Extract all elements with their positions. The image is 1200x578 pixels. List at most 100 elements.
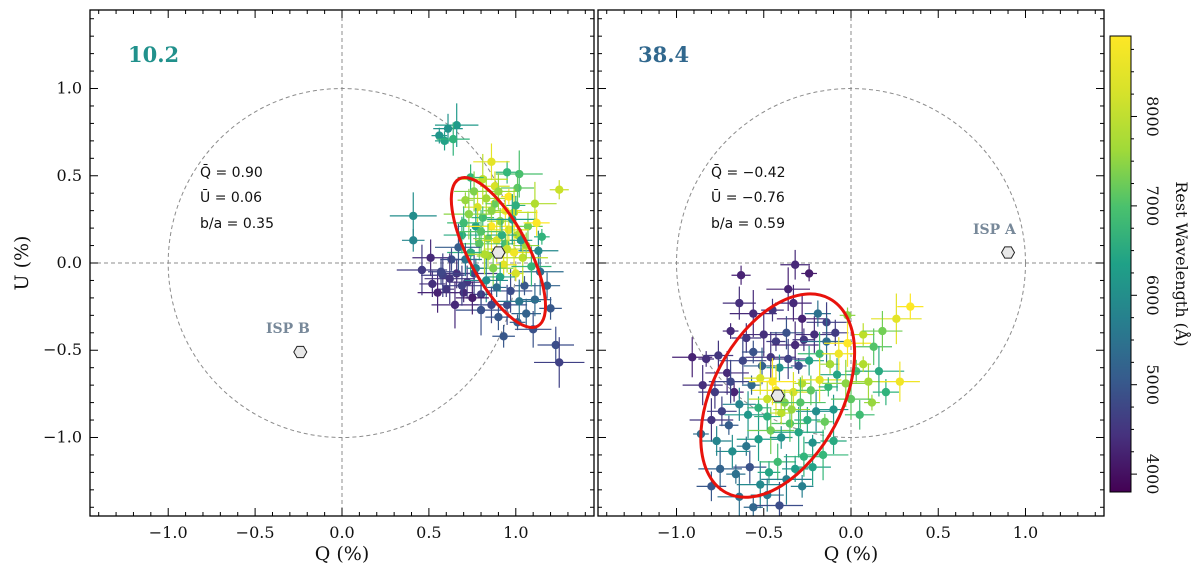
data-point <box>722 286 756 320</box>
data-point <box>804 434 821 451</box>
point-marker <box>811 407 821 416</box>
point-marker <box>794 361 803 371</box>
point-marker <box>789 298 798 308</box>
point-marker <box>815 349 824 358</box>
point-marker <box>831 328 840 337</box>
point-marker <box>749 309 758 318</box>
point-marker <box>773 457 782 467</box>
point-marker <box>768 377 777 386</box>
data-point <box>766 331 786 352</box>
point-marker <box>417 265 427 275</box>
point-marker <box>843 339 852 348</box>
data-point <box>464 176 508 221</box>
point-marker <box>445 274 454 283</box>
point-marker <box>775 363 784 372</box>
point-marker <box>717 407 727 416</box>
point-marker <box>449 134 458 144</box>
data-point <box>523 209 550 236</box>
point-marker <box>450 300 460 310</box>
point-marker <box>794 428 803 437</box>
point-marker <box>736 271 746 280</box>
isp-label: ISP B <box>266 321 310 337</box>
point-marker <box>710 387 720 397</box>
data-points <box>389 103 585 388</box>
point-marker <box>808 438 817 447</box>
data-point <box>759 443 797 481</box>
data-point <box>871 293 922 345</box>
y-tick-label: 1.0 <box>57 79 82 98</box>
data-point <box>447 206 481 240</box>
point-marker <box>749 347 758 357</box>
data-point <box>797 358 842 402</box>
point-marker <box>409 211 418 221</box>
point-marker <box>859 330 868 339</box>
point-marker <box>726 326 735 336</box>
point-marker <box>487 157 496 166</box>
data-point <box>441 265 482 306</box>
data-point <box>736 417 781 462</box>
data-point <box>862 310 903 352</box>
stat-mean-u: Ū = −0.76 <box>711 189 785 206</box>
point-marker <box>790 260 800 269</box>
point-marker <box>532 218 541 228</box>
stat-mean-q: Q̄ = 0.90 <box>200 163 263 181</box>
panel-right: −1.0 −0.5 0.0 0.5 1.0 38.4 Q̄ = −0.42 Ū = −0… <box>597 9 1105 565</box>
point-marker <box>698 380 707 390</box>
data-point <box>487 277 507 298</box>
point-marker <box>469 187 479 196</box>
point-marker <box>542 281 552 290</box>
point-marker <box>487 206 496 215</box>
data-point <box>855 328 893 366</box>
data-point <box>790 474 814 498</box>
point-marker <box>787 405 796 414</box>
point-marker <box>906 302 915 311</box>
data-point <box>703 340 734 371</box>
point-marker <box>546 304 555 313</box>
point-marker <box>712 436 721 446</box>
stat-axis-ratio: b/a = 0.59 <box>711 216 785 232</box>
data-point <box>438 281 455 298</box>
point-marker <box>442 284 451 294</box>
y-tick-label: −0.5 <box>43 340 82 359</box>
data-point <box>872 379 899 406</box>
point-marker <box>763 394 772 404</box>
isp-marker <box>293 246 506 359</box>
data-point <box>480 173 517 210</box>
data-point <box>761 454 812 505</box>
point-marker <box>728 447 737 456</box>
point-marker <box>494 187 503 196</box>
point-marker <box>494 312 503 322</box>
data-point <box>855 356 872 373</box>
colorbar-tick-label: 6000 <box>1143 275 1162 316</box>
data-point <box>822 359 870 407</box>
data-point <box>818 377 838 397</box>
data-point <box>682 365 723 406</box>
point-marker <box>825 360 835 369</box>
data-point <box>457 192 474 209</box>
point-marker <box>892 314 901 324</box>
point-marker <box>735 298 744 308</box>
point-marker <box>523 222 533 231</box>
data-point <box>736 436 756 456</box>
point-marker <box>504 192 514 201</box>
point-marker <box>433 288 442 297</box>
data-point <box>768 338 809 380</box>
colorbar-tick-label: 7000 <box>1143 186 1162 227</box>
point-marker <box>447 255 456 264</box>
data-point <box>731 265 751 285</box>
data-point <box>722 323 739 339</box>
colorbar-tick-label: 5000 <box>1143 364 1162 405</box>
point-marker <box>490 199 500 208</box>
data-point <box>705 351 749 395</box>
point-marker <box>492 283 501 292</box>
data-point <box>473 143 510 181</box>
point-marker <box>777 433 786 442</box>
point-marker <box>428 279 437 289</box>
panel-left: −1.0 −0.5 0.0 0.5 1.0−1.0−0.50.00.51.0 10.2 … <box>11 9 595 565</box>
data-point <box>719 415 739 435</box>
data-point <box>729 290 777 338</box>
point-marker <box>511 201 520 210</box>
point-marker <box>810 330 819 339</box>
data-point <box>511 298 541 329</box>
y-axis-title: U (%) <box>11 236 33 291</box>
